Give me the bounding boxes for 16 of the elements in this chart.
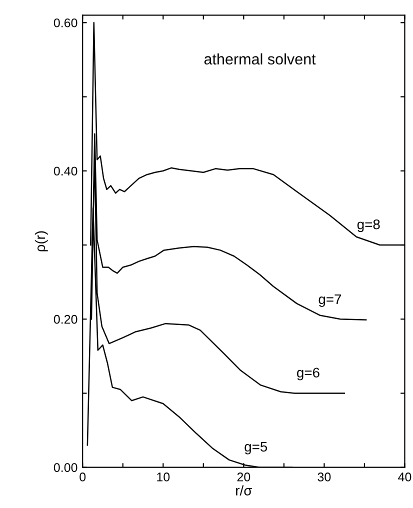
series-label: g=6 (297, 368, 320, 380)
y-tick-label: 0.20 (54, 314, 78, 324)
x-tick-label: 0 (80, 472, 86, 482)
series-label: g=8 (357, 219, 380, 232)
series-label: g=5 (244, 442, 268, 454)
series-label: g=7 (318, 294, 342, 307)
y-tick-label: 0.60 (54, 18, 78, 28)
y-tick-label: 0.40 (54, 166, 78, 176)
y-axis-title: ρ(r) (34, 231, 48, 252)
annotation: athermal solvent (204, 53, 316, 65)
x-tick-label: 30 (318, 472, 331, 482)
x-tick-label: 10 (157, 472, 170, 482)
x-tick-label: 40 (398, 472, 412, 482)
x-tick-label: 20 (237, 472, 250, 482)
y-tick-label: 0.00 (54, 463, 78, 472)
x-axis-title: r/σ (236, 485, 252, 496)
